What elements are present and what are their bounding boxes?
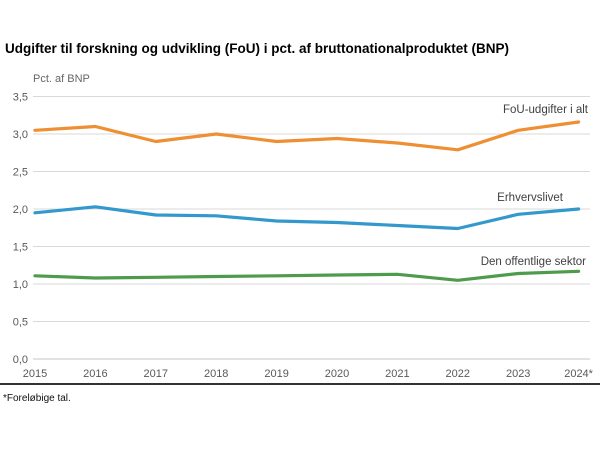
- y-tick-label: 2,5: [13, 167, 28, 179]
- y-tick-label: 1,5: [13, 242, 28, 254]
- x-tick-label: 2016: [83, 368, 107, 380]
- series-line-2: [33, 205, 581, 231]
- series-label: Den offentlige sektor: [481, 256, 586, 268]
- x-tick-label: 2020: [325, 368, 349, 380]
- x-tick-label: 2019: [264, 368, 288, 380]
- x-tick-label: 2018: [204, 368, 228, 380]
- y-axis-unit-label: Pct. af BNP: [33, 73, 90, 85]
- y-tick-label: 3,0: [13, 129, 28, 141]
- series-label: Erhvervslivet: [497, 192, 564, 204]
- x-tick-label: 2022: [446, 368, 470, 380]
- y-tick-label: 2,0: [13, 204, 28, 216]
- y-tick-label: 3,5: [13, 92, 28, 104]
- y-tick-label: 0,5: [13, 317, 28, 329]
- x-tick-label: 2017: [144, 368, 168, 380]
- x-tick-label: 2015: [23, 368, 47, 380]
- series-label: FoU-udgifter i alt: [503, 104, 589, 116]
- x-tick-label: 2021: [385, 368, 409, 380]
- series-line-3: [33, 269, 581, 282]
- footnote-divider: [0, 383, 600, 385]
- footnote-text: *Foreløbige tal.: [3, 393, 71, 404]
- page-title: Udgifter til forskning og udvikling (FoU…: [5, 41, 509, 56]
- x-tick-label: 2024*: [564, 368, 593, 380]
- x-tick-label: 2023: [506, 368, 530, 380]
- series-line-1: [33, 120, 581, 152]
- y-tick-label: 1,0: [13, 279, 28, 291]
- y-tick-label: 0,0: [13, 354, 28, 366]
